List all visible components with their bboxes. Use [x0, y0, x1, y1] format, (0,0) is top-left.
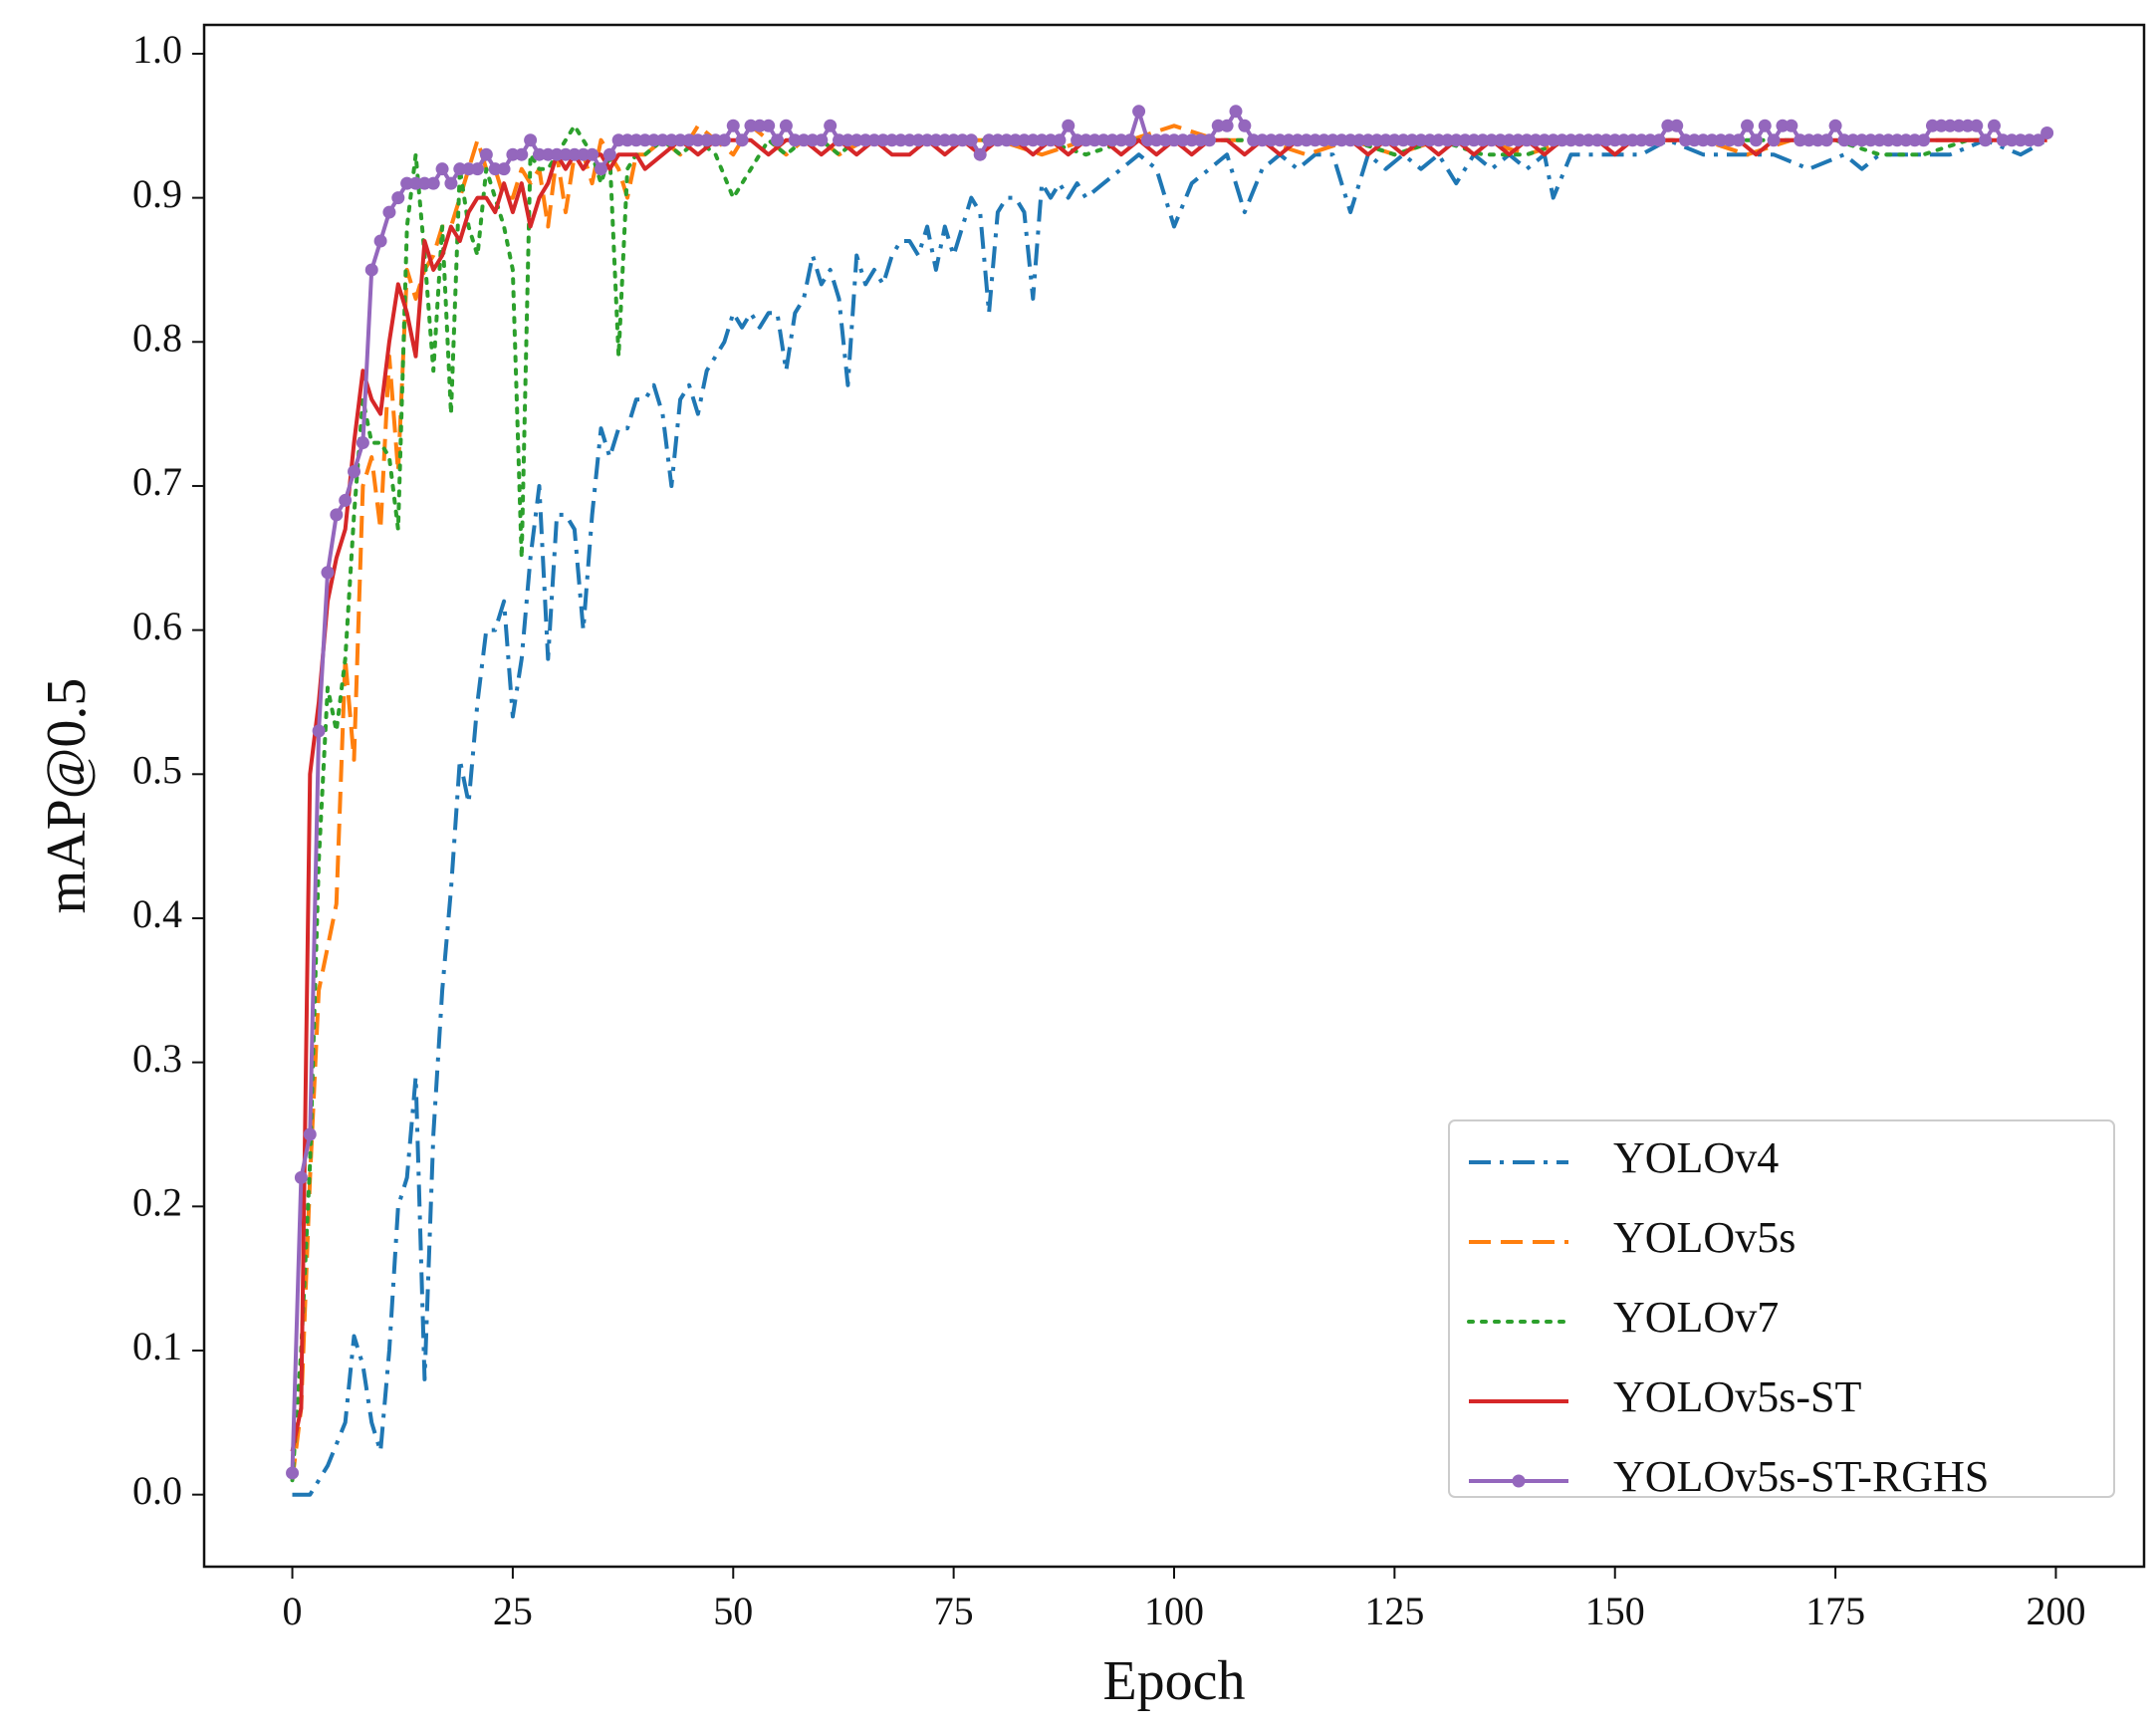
y-tick-label: 0.9 — [132, 171, 182, 216]
data-point-yolov5s-st-rghs — [321, 566, 335, 580]
legend-label-yolov5s-st: YOLOv5s-ST — [1613, 1372, 1861, 1421]
x-tick-label: 175 — [1805, 1589, 1865, 1633]
data-point-yolov5s-st-rghs — [356, 436, 369, 450]
plot-frame — [202, 23, 2146, 1569]
data-point-yolov5s-st-rghs — [1758, 119, 1772, 132]
y-tick-label: 0.6 — [132, 604, 182, 648]
data-point-yolov5s-st-rghs — [1123, 133, 1137, 147]
data-point-yolov5s-st-rghs — [1828, 119, 1842, 132]
data-point-yolov5s-st-rghs — [717, 133, 731, 147]
data-point-yolov5s-st-rghs — [373, 234, 387, 248]
data-point-yolov5s-st-rghs — [726, 119, 740, 132]
y-tick-label: 1.0 — [132, 27, 182, 72]
data-point-yolov5s-st-rghs — [2032, 133, 2045, 147]
y-tick-label: 0.3 — [132, 1036, 182, 1081]
y-tick-label: 0.5 — [132, 747, 182, 792]
data-point-yolov5s-st-rghs — [964, 133, 978, 147]
data-point-yolov5s-st-rghs — [1229, 105, 1243, 119]
data-point-yolov5s-st-rghs — [594, 162, 607, 176]
data-point-yolov5s-st-rghs — [735, 133, 749, 147]
data-point-yolov5s-st-rghs — [470, 162, 484, 176]
data-point-yolov5s-st-rghs — [435, 162, 449, 176]
y-tick-label: 0.4 — [132, 891, 182, 936]
x-tick-label: 75 — [934, 1589, 974, 1633]
data-point-yolov5s-st-rghs — [1132, 105, 1146, 119]
x-axis-ticks: 0 25 50 75 100 125 150 175 200 — [283, 1567, 2085, 1633]
legend-box — [1448, 1119, 2115, 1498]
y-tick-label: 0.1 — [132, 1324, 182, 1368]
data-point-yolov5s-st-rghs — [1732, 133, 1746, 147]
data-point-yolov5s-st-rghs — [1917, 133, 1931, 147]
data-point-yolov5s-st-rghs — [286, 1466, 300, 1480]
data-point-yolov5s-st-rghs — [1220, 119, 1234, 132]
data-point-yolov5s-st-rghs — [426, 176, 440, 190]
data-point-yolov5s-st-rghs — [1749, 133, 1763, 147]
data-point-yolov5s-st-rghs — [294, 1170, 308, 1184]
data-point-yolov5s-st-rghs — [312, 724, 326, 738]
data-point-yolov5s-st-rghs — [1062, 119, 1076, 132]
data-point-yolov5s-st-rghs — [1819, 133, 1833, 147]
legend-label-yolov5s: YOLOv5s — [1613, 1213, 1796, 1262]
data-point-yolov5s-st-rghs — [444, 176, 458, 190]
data-point-yolov5s-st-rghs — [1670, 119, 1684, 132]
data-point-yolov5s-st-rghs — [973, 147, 987, 161]
data-point-yolov5s-st-rghs — [1202, 133, 1216, 147]
data-point-yolov5s-st-rghs — [762, 119, 776, 132]
data-point-yolov5s-st-rghs — [391, 191, 405, 205]
data-point-yolov5s-st-rghs — [824, 119, 838, 132]
y-axis-ticks: 0.0 0.1 0.2 0.3 0.4 0.5 0.6 0.7 0.8 0.9 1.0 — [132, 27, 204, 1513]
data-point-yolov5s-st-rghs — [515, 147, 529, 161]
data-point-yolov5s-st-rghs — [771, 133, 785, 147]
data-point-yolov5s-st-rghs — [1741, 119, 1755, 132]
legend-marker-yolov5s-st-rghs — [1512, 1474, 1526, 1488]
plot-series — [286, 105, 2054, 1497]
data-point-yolov5s-st-rghs — [303, 1127, 317, 1141]
x-tick-label: 150 — [1585, 1589, 1645, 1633]
x-axis-title: Epoch — [1102, 1650, 1245, 1712]
data-point-yolov5s-st-rghs — [586, 147, 599, 161]
x-tick-label: 25 — [493, 1589, 533, 1633]
data-point-yolov5s-st-rghs — [1785, 119, 1798, 132]
data-point-yolov5s-st-rghs — [339, 493, 353, 507]
data-point-yolov5s-st-rghs — [479, 147, 493, 161]
legend-label-yolov4: YOLOv4 — [1613, 1133, 1779, 1182]
y-tick-label: 0.8 — [132, 315, 182, 360]
data-point-yolov5s-st-rghs — [1053, 133, 1067, 147]
data-point-yolov5s-st-rghs — [524, 133, 538, 147]
data-point-yolov5s-st-rghs — [348, 464, 361, 478]
data-point-yolov5s-st-rghs — [602, 147, 616, 161]
data-point-yolov5s-st-rghs — [1238, 119, 1252, 132]
data-point-yolov5s-st-rghs — [1767, 133, 1781, 147]
y-tick-label: 0.2 — [132, 1179, 182, 1224]
x-tick-label: 50 — [713, 1589, 753, 1633]
data-point-yolov5s-st-rghs — [497, 162, 511, 176]
data-point-yolov5s-st-rghs — [815, 133, 829, 147]
data-point-yolov5s-st-rghs — [330, 508, 344, 522]
y-tick-label: 0.7 — [132, 459, 182, 504]
y-tick-label: 0.0 — [132, 1468, 182, 1513]
x-tick-label: 200 — [2026, 1589, 2085, 1633]
data-point-yolov5s-st-rghs — [382, 205, 396, 219]
data-point-yolov5s-st-rghs — [2040, 126, 2054, 140]
legend-label-yolov7: YOLOv7 — [1613, 1293, 1779, 1342]
data-point-yolov5s-st-rghs — [1979, 133, 1993, 147]
x-tick-label: 100 — [1144, 1589, 1204, 1633]
legend-label-yolov5s-st-rghs: YOLOv5s-ST-RGHS — [1613, 1452, 1989, 1501]
data-point-yolov5s-st-rghs — [779, 119, 793, 132]
data-point-yolov5s-st-rghs — [1970, 119, 1984, 132]
series-line-yolov4 — [292, 137, 2048, 1497]
y-axis-title: mAP@0.5 — [36, 678, 98, 914]
data-point-yolov5s-st-rghs — [1652, 133, 1666, 147]
x-tick-label: 0 — [283, 1589, 303, 1633]
legend: YOLOv4 YOLOv5s YOLOv7 YOLOv5s-ST YOLOv5s-ST-… — [1448, 1119, 2115, 1501]
data-point-yolov5s-st-rghs — [1987, 119, 2001, 132]
data-point-yolov5s-st-rghs — [364, 263, 378, 277]
x-tick-label: 125 — [1364, 1589, 1424, 1633]
